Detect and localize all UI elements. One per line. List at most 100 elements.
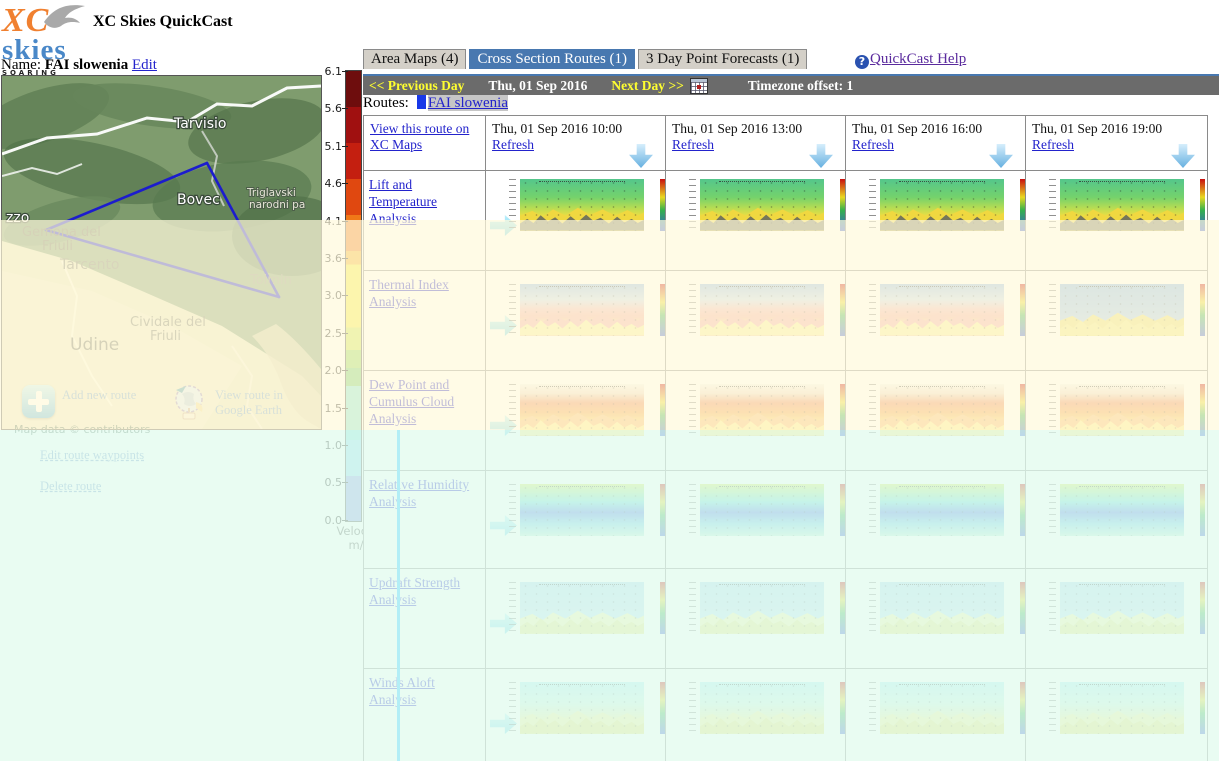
route-selection-marker: [416, 95, 426, 109]
row-label-winds-aloft: Winds Aloft Analysis: [364, 669, 486, 761]
forecast-chart-thumbnail[interactable]: [689, 579, 845, 637]
map-label-tolmin: Tolmin: [249, 273, 292, 288]
chart-cell: [1026, 569, 1208, 669]
tab-bar: Area Maps (4) Cross Section Routes (1) 3 D…: [363, 49, 810, 69]
forecast-chart-thumbnail[interactable]: [1049, 579, 1205, 637]
chart-cell: [486, 171, 666, 271]
help-icon[interactable]: ?: [855, 55, 869, 69]
route-link-fai-slowenia[interactable]: FAI slowenia: [427, 95, 508, 111]
forecast-chart-thumbnail[interactable]: [689, 176, 845, 234]
forecast-chart-thumbnail[interactable]: [689, 281, 845, 339]
forecast-chart-thumbnail[interactable]: [1049, 481, 1205, 539]
forecast-chart-thumbnail[interactable]: [509, 579, 665, 637]
chart-cell: [1026, 471, 1208, 569]
refresh-link[interactable]: Refresh: [1032, 137, 1074, 152]
column-datetime: Thu, 01 Sep 2016 16:00: [852, 121, 983, 136]
forecast-chart-thumbnail[interactable]: [869, 281, 1025, 339]
google-earth-icon[interactable]: [168, 380, 210, 422]
bird-icon: [44, 5, 85, 28]
forecast-chart-thumbnail[interactable]: [869, 679, 1025, 737]
table-column-divider: [397, 430, 400, 761]
add-route-icon[interactable]: [22, 385, 55, 418]
forecast-chart-thumbnail[interactable]: [509, 679, 665, 737]
velocity-colorbar: [345, 70, 362, 522]
quickcast-help-link[interactable]: QuickCast Help: [870, 51, 967, 67]
forecast-chart-thumbnail[interactable]: [689, 481, 845, 539]
forecast-chart-thumbnail[interactable]: [1049, 281, 1205, 339]
row-label-thermal-index: Thermal Index Analysis: [364, 271, 486, 371]
column-datetime: Thu, 01 Sep 2016 13:00: [672, 121, 803, 136]
chart-cell: [486, 371, 666, 471]
quickcast-help[interactable]: ? QuickCast Help: [855, 51, 966, 69]
forecast-chart-thumbnail[interactable]: [1049, 381, 1205, 439]
forecast-chart-thumbnail[interactable]: [509, 481, 665, 539]
chart-cell: [486, 669, 666, 761]
routes-label: Routes:: [363, 95, 409, 111]
route-name-line: Name: FAI slowenia Edit: [1, 57, 157, 74]
edit-route-waypoints-link[interactable]: Edit route waypoints: [40, 448, 145, 462]
colorbar-tick: 1.0: [316, 439, 348, 452]
forecast-chart-thumbnail[interactable]: [509, 381, 665, 439]
tab-area-maps[interactable]: Area Maps (4): [363, 49, 467, 69]
colorbar-tick: 2.5: [316, 327, 348, 340]
row-label-updraft-strength: Updraft Strength Analysis: [364, 569, 486, 669]
forecast-chart-thumbnail[interactable]: [689, 381, 845, 439]
chart-cell: [846, 171, 1026, 271]
delete-route-link[interactable]: Delete route: [40, 479, 102, 493]
relative-humidity-analysis-link[interactable]: Relative Humidity Analysis: [369, 477, 470, 509]
forecast-chart-thumbnail[interactable]: [509, 281, 665, 339]
map-label-tarcento: Tarcento: [59, 257, 120, 273]
refresh-link[interactable]: Refresh: [492, 137, 534, 152]
colorbar-tick: 4.6: [316, 177, 348, 190]
dew-point-cumulus-analysis-link[interactable]: Dew Point and Cumulus Cloud Analysis: [369, 377, 455, 426]
chart-cell: [846, 471, 1026, 569]
map-label-triglavski-1: Triglavski: [246, 187, 296, 199]
download-arrow-icon[interactable]: [989, 144, 1013, 168]
forecast-chart-thumbnail[interactable]: [869, 381, 1025, 439]
previous-day-button[interactable]: << Previous Day: [369, 77, 465, 93]
thermal-index-analysis-link[interactable]: Thermal Index Analysis: [369, 277, 449, 309]
route-map[interactable]: Tarvisio Bovec zzo Triglavski narodni pa…: [1, 75, 322, 430]
route-name: FAI slowenia: [44, 57, 129, 73]
column-datetime: Thu, 01 Sep 2016 10:00: [492, 121, 623, 136]
refresh-link[interactable]: Refresh: [672, 137, 714, 152]
map-label-gemona-2: Friuli: [42, 239, 73, 254]
map-label-tarvisio: Tarvisio: [173, 116, 227, 132]
tab-3day-point-forecasts[interactable]: 3 Day Point Forecasts (1): [638, 49, 808, 69]
tab-cross-section-routes[interactable]: Cross Section Routes (1): [469, 49, 636, 69]
colorbar-tick: 3.6: [316, 252, 348, 265]
chart-cell: [846, 271, 1026, 371]
download-arrow-icon[interactable]: [629, 144, 653, 168]
name-label: Name:: [1, 57, 41, 73]
map-label-udine: Udine: [70, 335, 119, 355]
chart-cell: [1026, 371, 1208, 471]
add-route-label[interactable]: Add new route: [62, 388, 137, 402]
column-header-1300: Thu, 01 Sep 2016 13:00 Refresh: [666, 116, 846, 171]
forecast-chart-thumbnail[interactable]: [869, 579, 1025, 637]
forecast-chart-thumbnail[interactable]: [869, 481, 1025, 539]
winds-aloft-analysis-link[interactable]: Winds Aloft Analysis: [369, 675, 435, 707]
chart-cell: [666, 171, 846, 271]
view-route-on-xcmaps-link[interactable]: View this route on XC Maps: [370, 121, 470, 152]
forecast-chart-thumbnail[interactable]: [1049, 679, 1205, 737]
updraft-strength-analysis-link[interactable]: Updraft Strength Analysis: [369, 575, 461, 607]
edit-route-link[interactable]: Edit: [131, 57, 157, 73]
forecast-chart-thumbnail[interactable]: [869, 176, 1025, 234]
map-label-gemona-1: Gemona del: [22, 225, 101, 240]
next-day-button[interactable]: Next Day >>: [611, 77, 684, 93]
download-arrow-icon[interactable]: [1171, 144, 1195, 168]
refresh-link[interactable]: Refresh: [852, 137, 894, 152]
map-label-zzo: zzo: [6, 210, 29, 226]
map-label-triglavski-2: narodni pa: [249, 199, 305, 211]
lift-temperature-analysis-link[interactable]: Lift and Temperature Analysis: [369, 177, 438, 226]
forecast-chart-thumbnail[interactable]: [509, 176, 665, 234]
forecast-chart-thumbnail[interactable]: [1049, 176, 1205, 234]
colorbar-tick: 3.0: [316, 289, 348, 302]
google-earth-label[interactable]: View route in Google Earth: [215, 388, 283, 417]
calendar-icon[interactable]: [689, 77, 708, 94]
page-title: XC Skies QuickCast: [93, 13, 233, 30]
forecast-chart-thumbnail[interactable]: [689, 679, 845, 737]
download-arrow-icon[interactable]: [809, 144, 833, 168]
chart-cell: [846, 371, 1026, 471]
